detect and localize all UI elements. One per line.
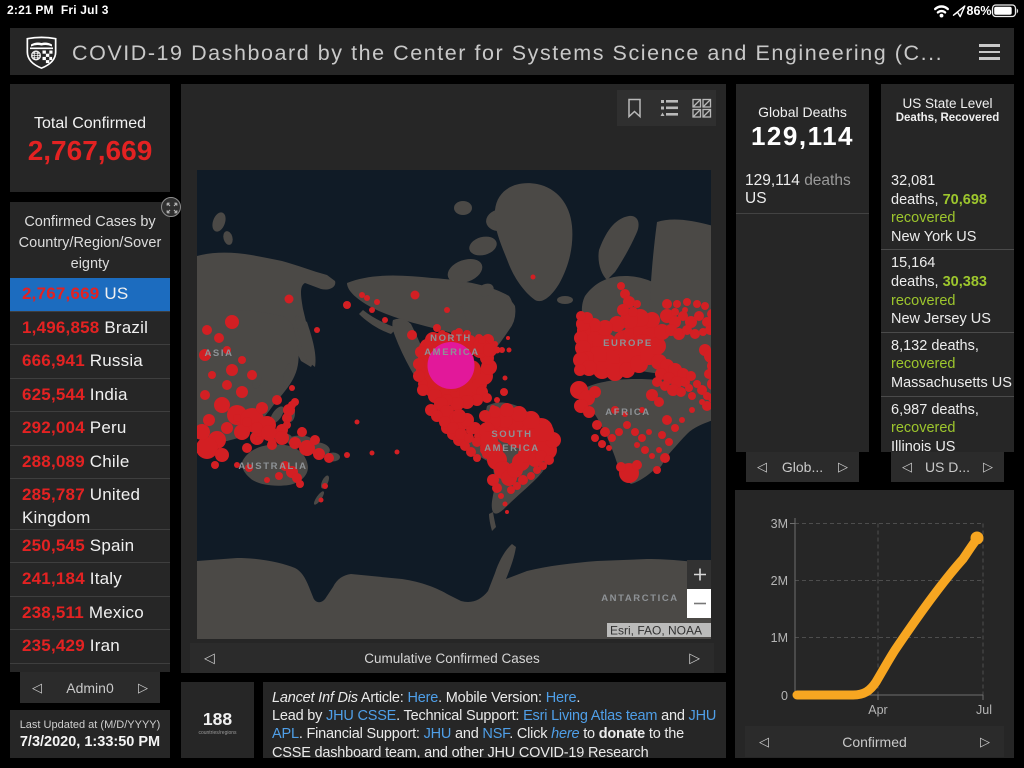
svg-text:2M: 2M bbox=[771, 574, 788, 588]
svg-text:Esri, FAO, NOAA: Esri, FAO, NOAA bbox=[610, 624, 702, 638]
svg-text:EUROPE: EUROPE bbox=[603, 338, 653, 349]
svg-text:Apr: Apr bbox=[868, 703, 887, 717]
svg-text:86%: 86% bbox=[967, 4, 992, 18]
svg-text:0: 0 bbox=[781, 689, 788, 703]
svg-text:AFRICA: AFRICA bbox=[605, 407, 651, 418]
svg-text:1M: 1M bbox=[771, 631, 788, 645]
svg-text:AUSTRALIA: AUSTRALIA bbox=[238, 461, 307, 472]
svg-text:AMERICA: AMERICA bbox=[424, 347, 480, 358]
svg-text:Jul: Jul bbox=[976, 703, 992, 717]
svg-text:3M: 3M bbox=[771, 517, 788, 531]
svg-text:ASIA: ASIA bbox=[204, 348, 233, 359]
svg-text:SOUTH: SOUTH bbox=[491, 429, 532, 440]
svg-text:NORTH: NORTH bbox=[430, 333, 472, 344]
svg-text:AMERICA: AMERICA bbox=[484, 443, 540, 454]
svg-text:ANTARCTICA: ANTARCTICA bbox=[601, 593, 679, 604]
